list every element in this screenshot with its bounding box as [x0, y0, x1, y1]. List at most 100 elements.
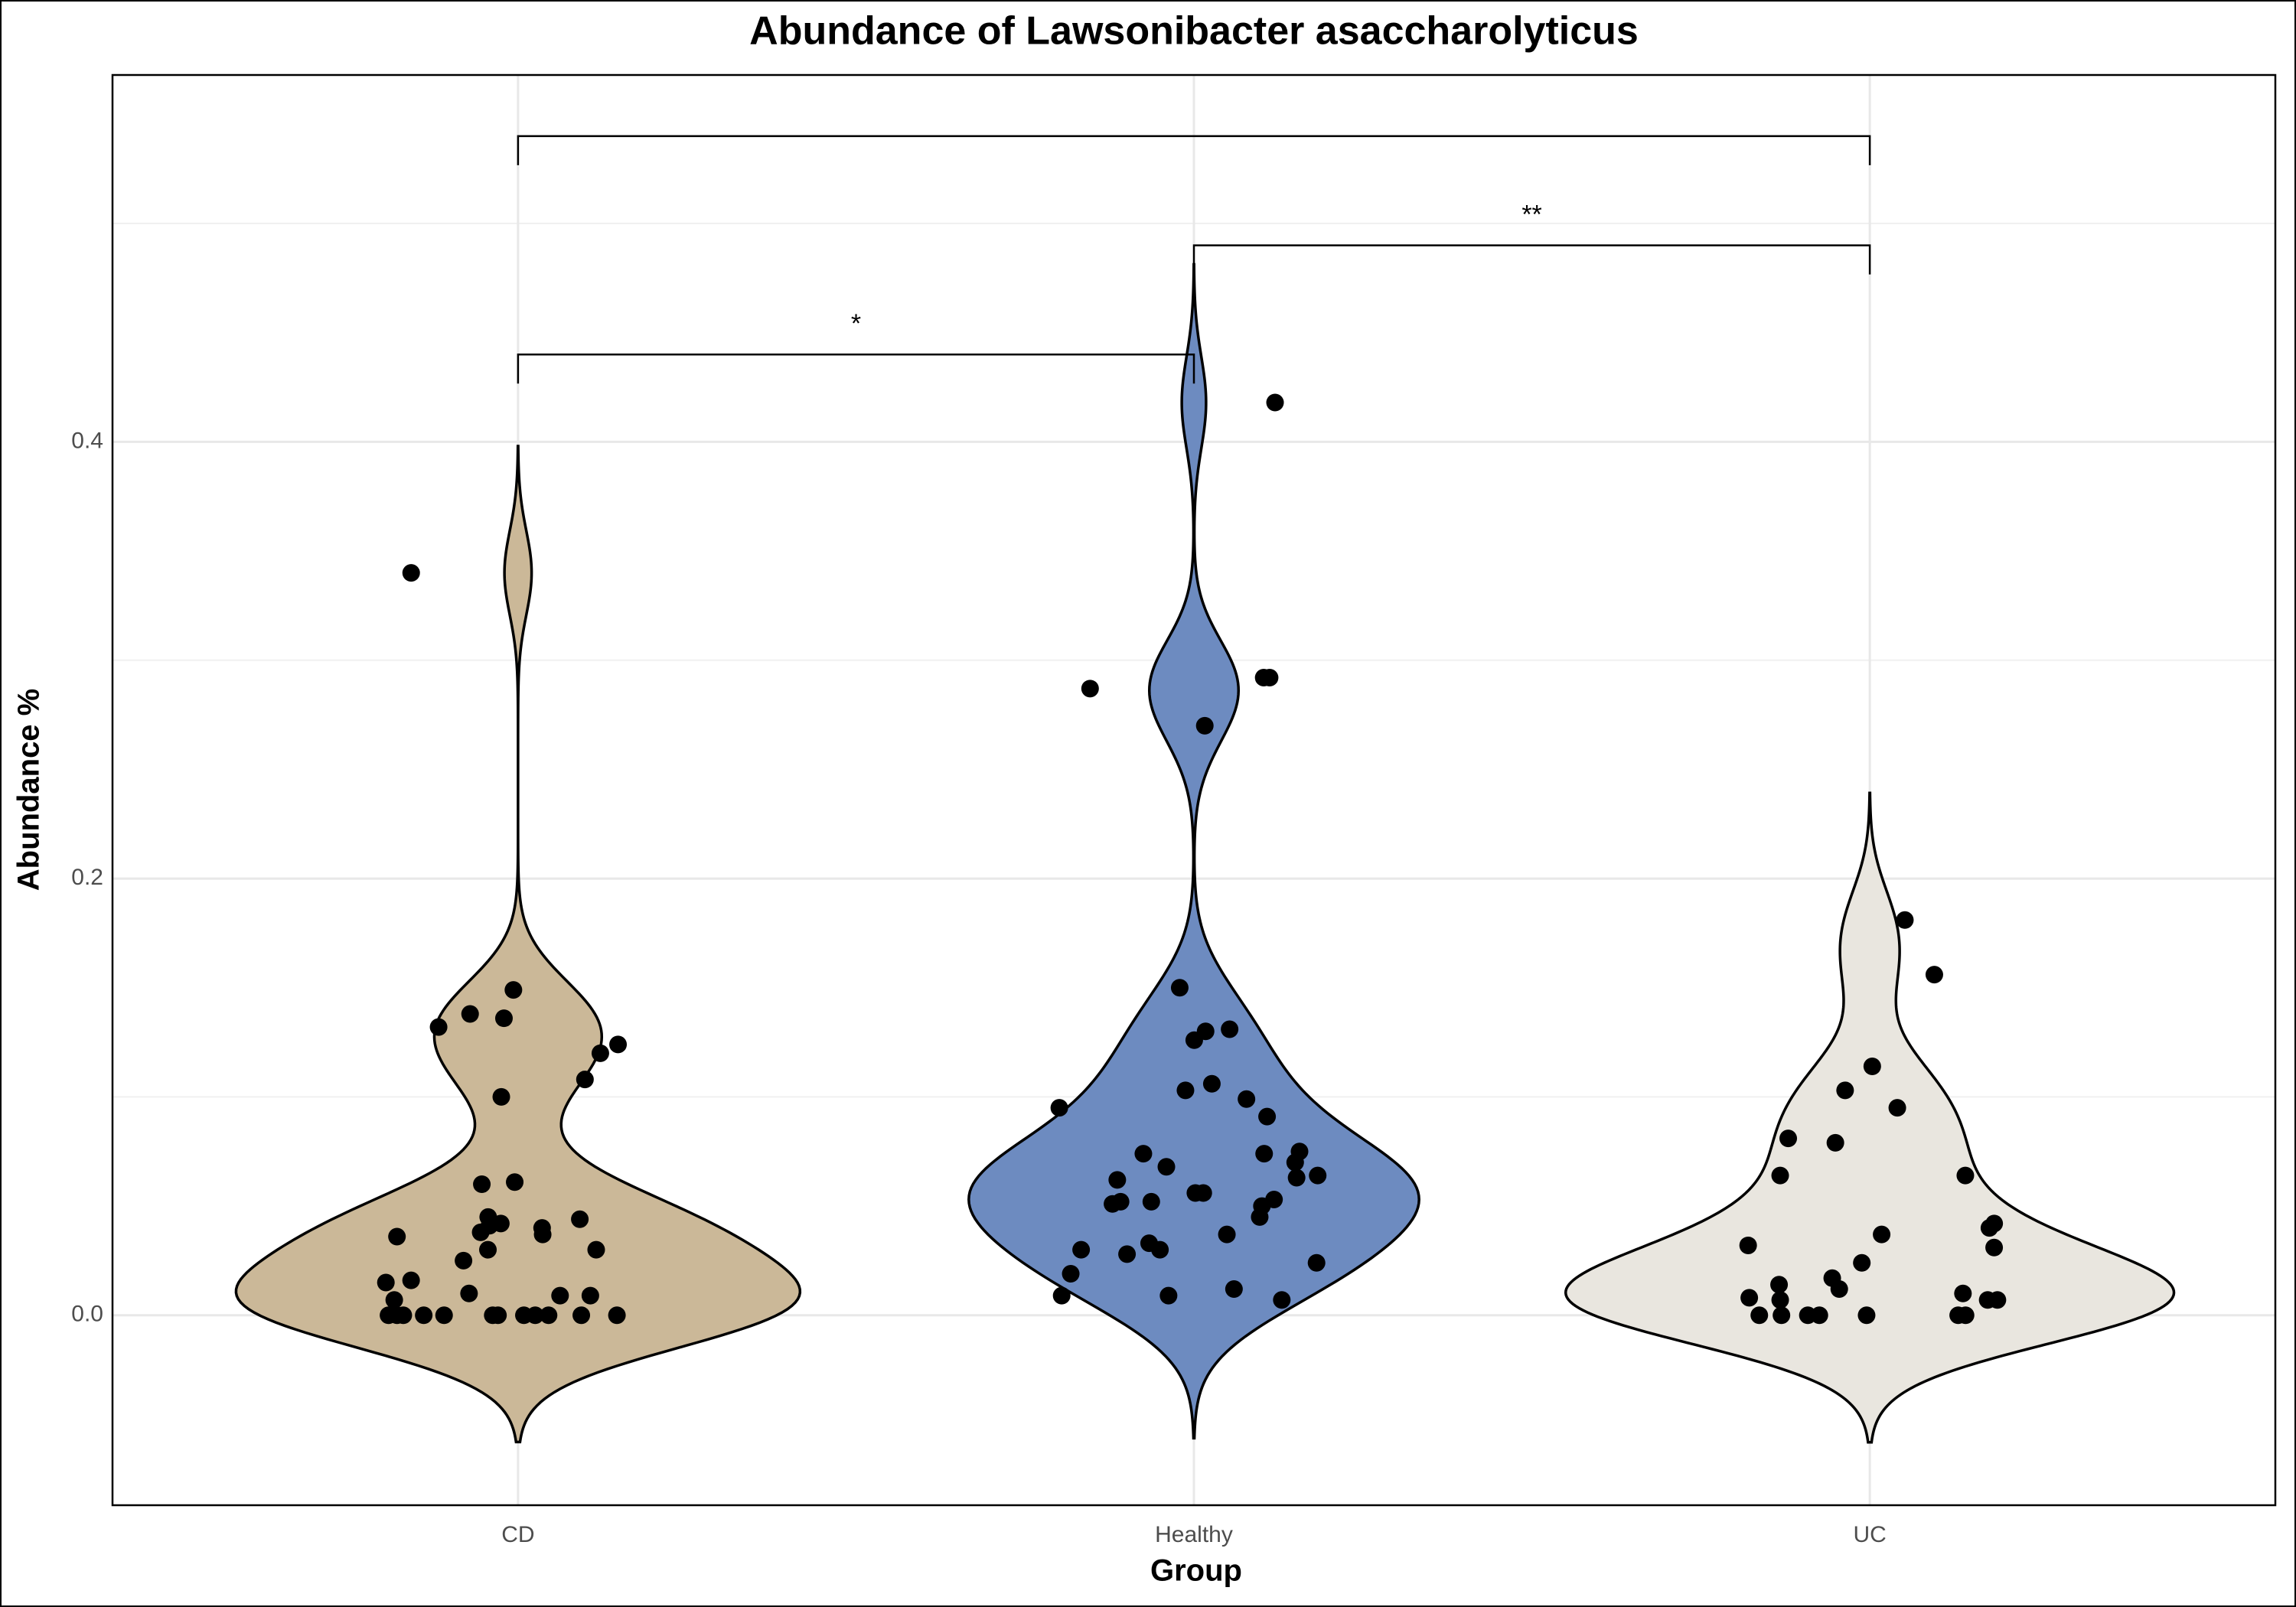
data-point — [576, 1071, 594, 1089]
data-point — [494, 1009, 513, 1028]
data-point — [455, 1251, 473, 1270]
data-point — [587, 1240, 605, 1259]
data-point — [1863, 1057, 1881, 1075]
data-point — [460, 1284, 478, 1302]
significance-bracket — [517, 135, 1871, 165]
significance-bracket — [1192, 244, 1871, 275]
data-point — [1773, 1306, 1791, 1325]
data-point — [1980, 1219, 1998, 1237]
data-point — [551, 1286, 569, 1305]
data-point — [377, 1273, 395, 1292]
y-tick-label: 0.2 — [71, 865, 103, 890]
data-point — [429, 1018, 448, 1036]
data-point — [1254, 669, 1273, 687]
data-point — [1258, 1107, 1277, 1126]
data-point — [385, 1291, 403, 1309]
data-point — [1750, 1306, 1769, 1325]
data-point — [1896, 911, 1914, 929]
data-point — [1956, 1306, 1975, 1325]
data-point — [1050, 1099, 1068, 1117]
data-point — [1202, 1074, 1221, 1093]
data-point — [1956, 1166, 1975, 1185]
data-point — [571, 1210, 589, 1228]
x-tick-label: CD — [501, 1522, 534, 1547]
x-axis-title: Group — [1150, 1554, 1242, 1588]
data-point — [1081, 680, 1099, 698]
data-point — [1779, 1129, 1798, 1148]
data-point — [388, 1227, 406, 1246]
data-point — [1195, 716, 1214, 735]
data-point — [388, 1306, 406, 1325]
data-point — [540, 1306, 558, 1325]
data-point — [1770, 1276, 1789, 1294]
data-point — [1186, 1184, 1205, 1202]
data-point — [506, 1173, 524, 1191]
violin — [1564, 791, 2176, 1444]
data-point — [1309, 1166, 1327, 1185]
data-point — [461, 1005, 479, 1023]
x-tick-label: Healthy — [1155, 1522, 1233, 1547]
data-point — [1925, 966, 1943, 984]
data-point — [1221, 1020, 1239, 1038]
data-point — [1810, 1306, 1828, 1325]
data-point — [1287, 1169, 1306, 1187]
chart-title: Abundance of Lawsonibacter asaccharolyti… — [749, 9, 1639, 54]
data-point — [402, 564, 420, 582]
data-point — [1134, 1145, 1153, 1163]
data-point — [591, 1044, 609, 1062]
data-point — [1225, 1280, 1243, 1299]
x-tick-label: UC — [1853, 1522, 1886, 1547]
data-point — [1286, 1153, 1304, 1172]
violin — [234, 445, 802, 1444]
data-point — [1251, 1208, 1269, 1226]
data-point — [1771, 1291, 1789, 1309]
data-point — [1266, 393, 1284, 412]
data-point — [1238, 1090, 1256, 1108]
plot-border — [111, 73, 2277, 1507]
data-point — [1170, 979, 1189, 997]
data-point — [1826, 1133, 1844, 1152]
data-point — [1218, 1225, 1236, 1244]
data-point — [1118, 1245, 1137, 1263]
data-point — [1108, 1171, 1127, 1189]
data-point — [1830, 1280, 1848, 1299]
data-point — [581, 1286, 599, 1305]
data-point — [479, 1240, 497, 1259]
data-point — [1853, 1253, 1871, 1272]
data-point — [435, 1306, 453, 1325]
data-point — [1273, 1291, 1291, 1309]
significance-label: * — [851, 309, 861, 338]
data-point — [471, 1223, 490, 1241]
data-point — [473, 1175, 491, 1194]
data-point — [489, 1306, 507, 1325]
data-point — [402, 1271, 420, 1289]
data-point — [1740, 1289, 1759, 1307]
data-point — [1185, 1031, 1203, 1049]
data-point — [504, 981, 523, 999]
data-point — [1954, 1284, 1972, 1302]
data-point — [1873, 1225, 1891, 1244]
y-axis-title: Abundance % — [12, 689, 46, 891]
data-point — [492, 1087, 510, 1106]
data-point — [572, 1306, 591, 1325]
data-point — [1255, 1145, 1274, 1163]
data-point — [515, 1306, 533, 1325]
data-point — [1888, 1099, 1906, 1117]
data-point — [1985, 1238, 2004, 1257]
data-point — [533, 1225, 552, 1244]
data-point — [1157, 1158, 1176, 1176]
data-point — [1307, 1253, 1326, 1272]
data-point — [1836, 1081, 1854, 1100]
data-point — [1151, 1240, 1169, 1259]
data-point — [1771, 1166, 1789, 1185]
data-point — [1978, 1291, 1997, 1309]
data-point — [609, 1035, 628, 1054]
significance-bracket — [517, 353, 1195, 384]
data-point — [1142, 1192, 1160, 1211]
significance-label: ** — [1521, 200, 1541, 230]
data-point — [1176, 1081, 1195, 1100]
data-point — [415, 1306, 433, 1325]
data-point — [1062, 1265, 1080, 1283]
data-point — [1857, 1306, 1876, 1325]
